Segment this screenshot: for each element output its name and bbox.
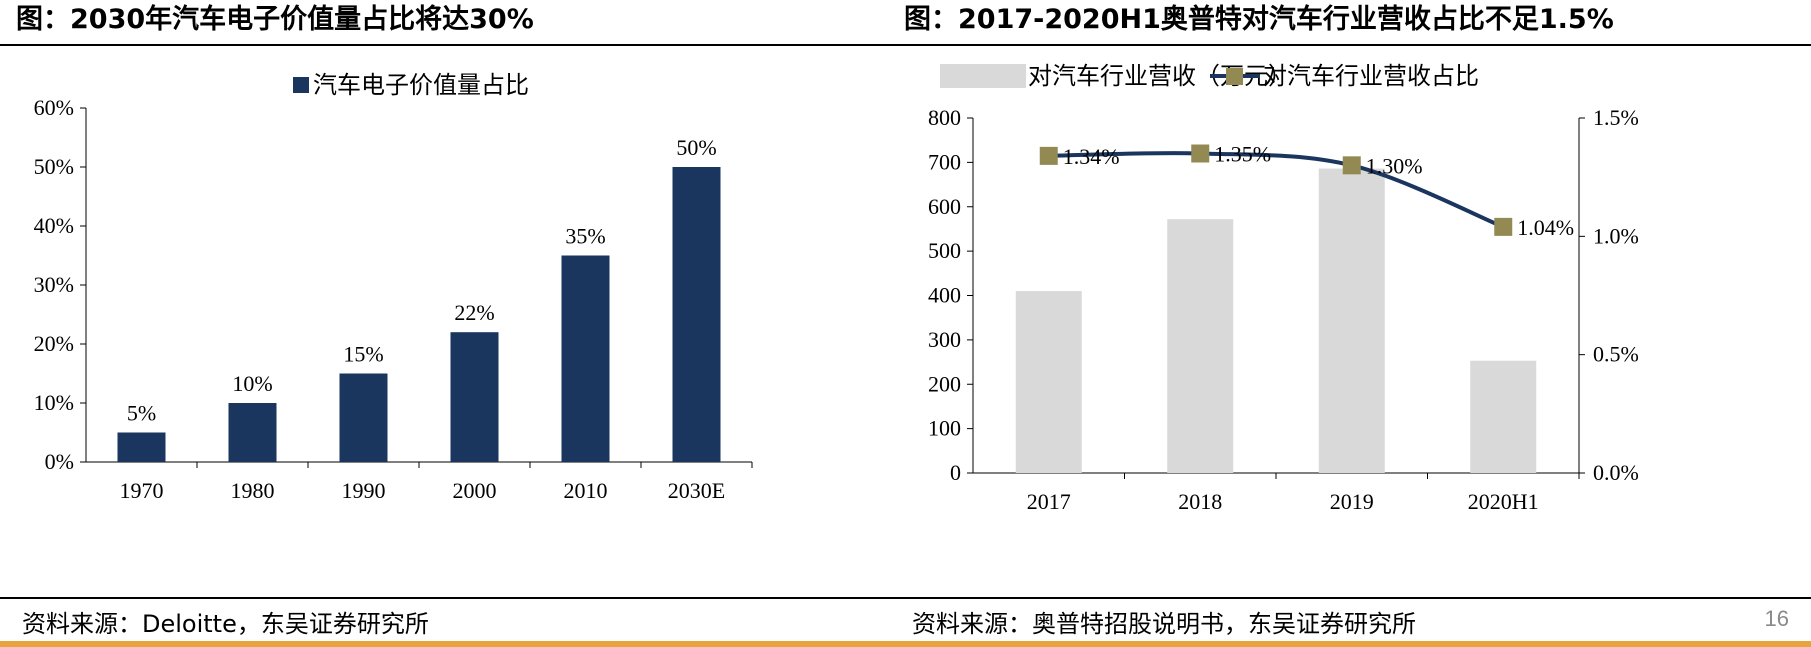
y-tick-label: 10%	[34, 390, 74, 415]
y-tick-label: 800	[928, 105, 961, 130]
data-label: 10%	[232, 371, 272, 396]
legend-label-line: 对汽车行业营收占比	[1263, 62, 1479, 90]
x-tick-label: 2019	[1330, 489, 1374, 514]
line-data-label: 1.04%	[1517, 215, 1574, 240]
line-marker	[1494, 217, 1513, 236]
right-figure-title: 图：2017-2020H1奥普特对汽车行业营收占比不足1.5%	[904, 4, 1614, 35]
right-combo-chart: 对汽车行业营收（万元）对汽车行业营收占比01002003004005006007…	[928, 62, 1639, 514]
y-tick-label: 100	[928, 416, 961, 441]
line-data-label: 1.34%	[1063, 144, 1120, 169]
data-label: 15%	[343, 342, 383, 367]
bar-2010	[561, 255, 610, 462]
y2-tick-label: 1.0%	[1593, 223, 1639, 248]
bar-1990	[339, 373, 388, 462]
left-title-rule	[0, 44, 888, 46]
bar-2020H1	[1470, 360, 1537, 473]
left-source-note: 资料来源：Deloitte，东吴证券研究所	[22, 610, 429, 638]
x-tick-label: 1990	[342, 478, 386, 503]
y-tick-label: 20%	[34, 331, 74, 356]
legend-swatch	[293, 77, 309, 93]
y-tick-label: 50%	[34, 154, 74, 179]
line-series	[1048, 151, 1505, 229]
y-tick-label: 40%	[34, 213, 74, 238]
data-label: 5%	[127, 401, 156, 426]
y2-tick-label: 0.5%	[1593, 342, 1639, 367]
y-tick-label: 200	[928, 371, 961, 396]
y-tick-label: 60%	[34, 95, 74, 120]
left-source-rule	[0, 597, 888, 599]
line-marker	[1191, 144, 1210, 163]
legend-swatch-bar	[940, 64, 1026, 88]
legend-swatch-marker	[1226, 68, 1243, 85]
y-tick-label: 0	[950, 460, 961, 485]
y-tick-label: 300	[928, 327, 961, 352]
left-figure-title: 图：2030年汽车电子价值量占比将达30%	[16, 4, 534, 35]
x-tick-label: 2030E	[668, 478, 725, 503]
bar-2019	[1318, 168, 1385, 473]
y2-tick-label: 1.5%	[1593, 105, 1639, 130]
x-tick-label: 1980	[231, 478, 275, 503]
y-tick-label: 400	[928, 283, 961, 308]
data-label: 35%	[565, 224, 605, 249]
x-tick-label: 2018	[1178, 489, 1222, 514]
page-number: 16	[1764, 606, 1789, 631]
y2-tick-label: 0.0%	[1593, 460, 1639, 485]
bottom-accent-bar	[0, 641, 1811, 647]
y-tick-label: 600	[928, 194, 961, 219]
left-bar-chart: 汽车电子价值量占比 0% 10% 20% 30% 40% 50% 60% 5% 1970 10% 19…	[34, 71, 753, 503]
data-label: 50%	[676, 135, 716, 160]
line-data-label: 1.35%	[1214, 142, 1271, 167]
bar-2030E	[672, 167, 721, 462]
bar-2000	[450, 332, 499, 462]
right-figure-panel: 图：2017-2020H1奥普特对汽车行业营收占比不足1.5% 对汽车行业营收（…	[888, 0, 1811, 647]
line-marker	[1342, 156, 1361, 175]
x-tick-label: 2020H1	[1468, 489, 1539, 514]
bar-1970	[117, 432, 166, 462]
bar-2017	[1015, 291, 1082, 473]
x-tick-label: 1970	[120, 478, 164, 503]
y-tick-label: 700	[928, 149, 961, 174]
legend-label: 汽车电子价值量占比	[313, 71, 529, 99]
bar-2018	[1167, 219, 1234, 473]
left-figure-panel: 图：2030年汽车电子价值量占比将达30% 汽车电子价值量占比 0% 10% 20% 3…	[0, 0, 888, 647]
x-tick-label: 2017	[1027, 489, 1071, 514]
data-label: 22%	[454, 300, 494, 325]
line-data-label: 1.30%	[1366, 153, 1423, 178]
y-tick-label: 30%	[34, 272, 74, 297]
y-tick-label: 0%	[45, 449, 74, 474]
line-marker	[1039, 146, 1058, 165]
right-title-rule	[888, 44, 1811, 46]
right-source-rule	[888, 597, 1811, 599]
x-tick-label: 2000	[453, 478, 497, 503]
right-source-note: 资料来源：奥普特招股说明书，东吴证券研究所	[912, 610, 1416, 638]
x-tick-label: 2010	[564, 478, 608, 503]
bar-1980	[228, 403, 277, 462]
y-tick-label: 500	[928, 238, 961, 263]
